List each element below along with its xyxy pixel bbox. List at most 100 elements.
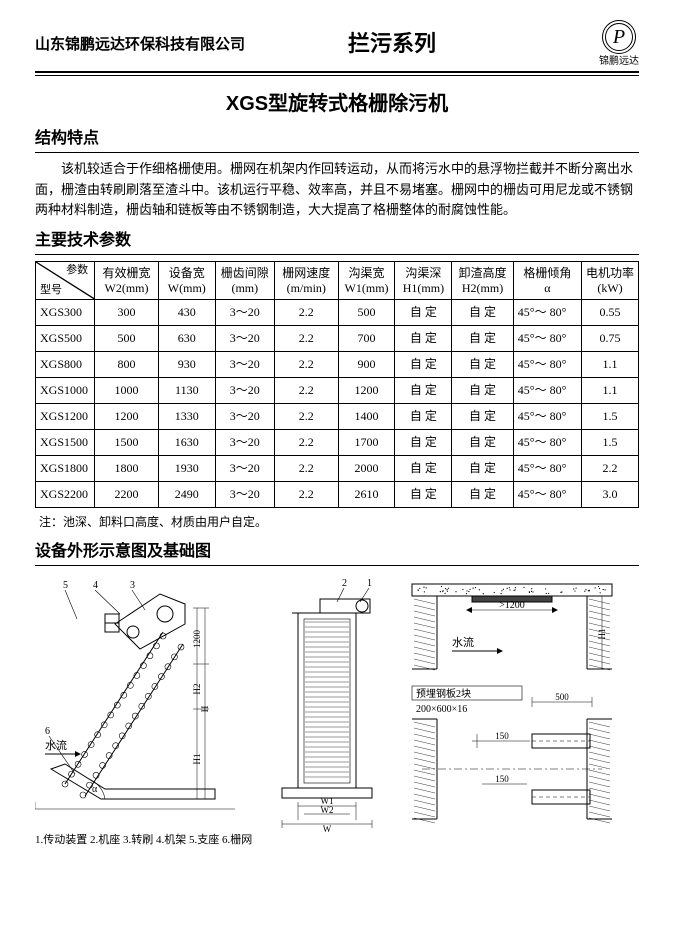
diagram-row: 5 4 3 (35, 574, 639, 849)
svg-text:1: 1 (367, 578, 372, 589)
cell: 1.5 (582, 403, 639, 429)
svg-text:H1: H1 (597, 629, 607, 640)
embed-label: 预埋钢板2块 (416, 687, 471, 700)
svg-text:3: 3 (130, 580, 135, 591)
col-header: 沟渠深H1(mm) (395, 262, 452, 300)
cell: XGS1000 (36, 377, 95, 403)
svg-text:>1200: >1200 (499, 600, 525, 611)
diagram-center: 2 1 W1 (262, 574, 392, 839)
cell: 自 定 (452, 377, 513, 403)
cell: 自 定 (452, 403, 513, 429)
cell: XGS2200 (36, 481, 95, 507)
table-row: XGS5005006303～202.2700自 定自 定45°～ 80°0.75 (36, 325, 639, 351)
cell: 45°～ 80° (513, 351, 581, 377)
col-header: 栅网速度(m/min) (274, 262, 338, 300)
cell: 45°～ 80° (513, 377, 581, 403)
cell: 自 定 (395, 403, 452, 429)
svg-text:500: 500 (556, 692, 570, 702)
cell: 自 定 (452, 429, 513, 455)
cell: 45°～ 80° (513, 429, 581, 455)
cell: 3～20 (215, 325, 274, 351)
diagram-right: >1200 H1 水流 预埋钢板2块 200×600×16 500 (402, 574, 632, 839)
col-header: 电机功率(kW) (582, 262, 639, 300)
cell: XGS1500 (36, 429, 95, 455)
flow-label: 水流 (45, 738, 67, 752)
cell: 800 (95, 351, 159, 377)
header: 山东锦鹏远达环保科技有限公司 拦污系列 P 锦鹏远达 (35, 20, 639, 73)
cell: 1500 (95, 429, 159, 455)
diagram-right-svg: >1200 H1 水流 预埋钢板2块 200×600×16 500 (402, 574, 632, 834)
cell: 630 (158, 325, 215, 351)
cell: XGS1200 (36, 403, 95, 429)
cell: 0.75 (582, 325, 639, 351)
cell: 45°～ 80° (513, 455, 581, 481)
svg-text:α: α (92, 784, 98, 795)
cell: 自 定 (395, 299, 452, 325)
cell: 45°～ 80° (513, 325, 581, 351)
diagram-caption: 1.传动装置 2.机座 3.转刷 4.机架 5.支座 6.栅网 (35, 833, 252, 848)
embed-spec: 200×600×16 (416, 704, 467, 715)
cell: 2000 (338, 455, 395, 481)
cell: 2610 (338, 481, 395, 507)
cell: 3～20 (215, 377, 274, 403)
company-name: 山东锦鹏远达环保科技有限公司 (35, 34, 245, 55)
cell: 2.2 (274, 403, 338, 429)
cell: 3～20 (215, 351, 274, 377)
cell: 1800 (95, 455, 159, 481)
cell: 430 (158, 299, 215, 325)
cell: 1000 (95, 377, 159, 403)
svg-text:H1: H1 (192, 754, 202, 765)
cell: 45°～ 80° (513, 481, 581, 507)
svg-text:4: 4 (93, 580, 98, 591)
section-params: 主要技术参数 (35, 230, 639, 255)
cell: 1130 (158, 377, 215, 403)
cell: 1200 (95, 403, 159, 429)
table-header-row: 参数 型号 有效栅宽W2(mm) 设备宽W(mm) 栅齿间隙(mm) 栅网速度(… (36, 262, 639, 300)
cell: 300 (95, 299, 159, 325)
diagram-center-svg: 2 1 W1 (262, 574, 392, 834)
diagonal-header: 参数 型号 (36, 262, 95, 300)
cell: 3～20 (215, 455, 274, 481)
diagram-left-svg: 5 4 3 (35, 574, 235, 824)
svg-text:H: H (200, 705, 210, 712)
section-structure: 结构特点 (35, 128, 639, 153)
cell: 3～20 (215, 299, 274, 325)
col-header: 有效栅宽W2(mm) (95, 262, 159, 300)
cell: 1700 (338, 429, 395, 455)
cell: 2.2 (274, 325, 338, 351)
table-row: XGS8008009303～202.2900自 定自 定45°～ 80°1.1 (36, 351, 639, 377)
col-header: 栅齿间隙(mm) (215, 262, 274, 300)
diagram-left: 5 4 3 (35, 574, 252, 849)
cell: 1630 (158, 429, 215, 455)
series-title: 拦污系列 (348, 29, 436, 60)
rule (35, 75, 639, 76)
cell: 1400 (338, 403, 395, 429)
cell: 自 定 (452, 481, 513, 507)
col-header: 卸渣高度H2(mm) (452, 262, 513, 300)
cell: 2.2 (274, 429, 338, 455)
cell: 700 (338, 325, 395, 351)
table-row: XGS1800180019303～202.22000自 定自 定45°～ 80°… (36, 455, 639, 481)
cell: 500 (338, 299, 395, 325)
cell: 45°～ 80° (513, 299, 581, 325)
svg-text:150: 150 (496, 774, 510, 784)
cell: 1330 (158, 403, 215, 429)
table-row: XGS2200220024903～202.22610自 定自 定45°～ 80°… (36, 481, 639, 507)
cell: 930 (158, 351, 215, 377)
logo: P 锦鹏远达 (599, 20, 639, 69)
table-row: XGS1200120013303～202.21400自 定自 定45°～ 80°… (36, 403, 639, 429)
cell: 自 定 (395, 481, 452, 507)
cell: 2.2 (274, 299, 338, 325)
logo-icon: P (602, 20, 636, 54)
doc-title: XGS型旋转式格栅除污机 (35, 90, 639, 118)
cell: 1.5 (582, 429, 639, 455)
svg-text:1200: 1200 (192, 630, 202, 649)
col-header: 设备宽W(mm) (158, 262, 215, 300)
logo-text: 锦鹏远达 (599, 55, 639, 69)
svg-text:W: W (323, 824, 332, 834)
cell: 自 定 (395, 429, 452, 455)
cell: 2.2 (274, 455, 338, 481)
page: 山东锦鹏远达环保科技有限公司 拦污系列 P 锦鹏远达 XGS型旋转式格栅除污机 … (0, 0, 674, 944)
cell: 1.1 (582, 377, 639, 403)
svg-text:150: 150 (496, 731, 510, 741)
